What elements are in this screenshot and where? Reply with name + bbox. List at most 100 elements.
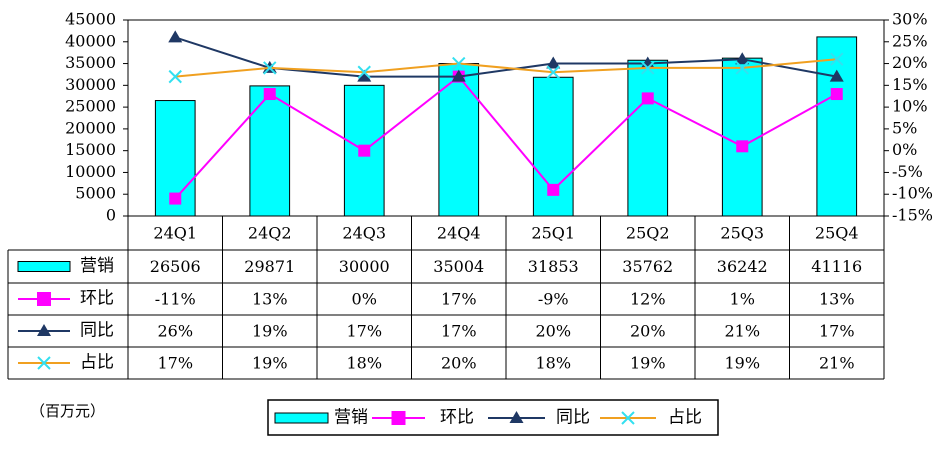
table-cell: 35762 xyxy=(622,257,673,276)
table-cell: 17% xyxy=(819,322,855,341)
x-tick-label: 25Q2 xyxy=(626,224,670,243)
legend-swatch xyxy=(17,261,71,272)
marker xyxy=(168,30,183,43)
y-tick-label: 10000 xyxy=(65,162,116,181)
x-tick-label: 24Q4 xyxy=(437,224,481,243)
y-tick-label: 40000 xyxy=(65,31,116,50)
bar xyxy=(249,85,291,217)
y-tick-label: 5000 xyxy=(75,184,116,203)
marker xyxy=(641,92,654,105)
table-row-label: 占比 xyxy=(80,353,114,373)
table-cell: 35004 xyxy=(433,257,484,276)
table-cell: 31853 xyxy=(528,257,579,276)
legend-label: 占比 xyxy=(668,408,702,428)
table-cell: 13% xyxy=(819,290,855,309)
y-tick-label: 0 xyxy=(106,206,116,225)
y2-tick-label: 15% xyxy=(892,75,928,94)
table-cell: -9% xyxy=(538,290,569,309)
table-cell: 17% xyxy=(346,322,382,341)
table-cell: 20% xyxy=(630,322,666,341)
marker xyxy=(735,52,750,65)
table-cell: 17% xyxy=(441,322,477,341)
unit-label: （百万元） xyxy=(30,402,105,420)
marker xyxy=(452,56,466,71)
table-cell: 19% xyxy=(252,322,288,341)
legend-marker xyxy=(621,411,635,425)
x-tick-label: 24Q2 xyxy=(248,224,292,243)
marker xyxy=(263,61,277,75)
marker xyxy=(735,61,749,75)
table-cell: 17% xyxy=(157,354,193,373)
table-cell: 0% xyxy=(352,290,377,309)
y-tick-label: 35000 xyxy=(65,53,116,72)
line xyxy=(174,75,838,200)
table-cell: 26506 xyxy=(150,257,201,276)
table-cell: 36242 xyxy=(717,257,768,276)
y2-tick-label: 10% xyxy=(892,97,928,116)
y2-tick-label: -15% xyxy=(892,206,933,225)
table-cell: 19% xyxy=(630,354,666,373)
legend-marker xyxy=(37,324,51,336)
y-tick-label: 15000 xyxy=(65,140,116,159)
x-tick-label: 25Q4 xyxy=(815,224,859,243)
legend-swatch xyxy=(274,412,329,424)
marker xyxy=(546,65,560,79)
marker xyxy=(357,65,371,79)
x-tick-label: 25Q1 xyxy=(531,224,575,243)
legend-marker xyxy=(37,292,51,306)
table-cell: 21% xyxy=(819,354,855,373)
marker xyxy=(357,69,372,82)
y2-tick-label: -5% xyxy=(892,162,923,181)
marker xyxy=(168,69,182,84)
marker xyxy=(451,69,466,82)
table-cell: 19% xyxy=(252,354,288,373)
table-cell: 20% xyxy=(535,322,571,341)
bar xyxy=(721,57,763,217)
bar xyxy=(438,63,480,217)
x-tick-label: 24Q1 xyxy=(153,224,197,243)
table-cell: 17% xyxy=(441,290,477,309)
bar xyxy=(816,36,858,217)
table-cell: 21% xyxy=(724,322,760,341)
y-tick-label: 30000 xyxy=(65,75,116,94)
table-cell: 1% xyxy=(730,290,755,309)
y-tick-label: 45000 xyxy=(65,10,116,29)
legend-label: 同比 xyxy=(556,408,590,428)
marker xyxy=(263,88,276,101)
marker xyxy=(169,192,182,205)
y2-tick-label: 20% xyxy=(892,53,928,72)
table-cell: -11% xyxy=(155,290,196,309)
table-cell: 12% xyxy=(630,290,666,309)
marker xyxy=(358,144,371,157)
marker xyxy=(830,52,844,66)
y2-tick-label: 30% xyxy=(892,10,928,29)
marker xyxy=(830,88,843,101)
legend-label: 营销 xyxy=(334,408,368,428)
table-cell: 30000 xyxy=(339,257,390,276)
table-cell: 18% xyxy=(346,354,382,373)
marker xyxy=(547,183,560,196)
legend-marker xyxy=(391,411,406,425)
y2-tick-label: -10% xyxy=(892,184,933,203)
legend-marker xyxy=(509,411,524,423)
y-tick-label: 20000 xyxy=(65,118,116,137)
x-tick-label: 24Q3 xyxy=(342,224,386,243)
y2-tick-label: 25% xyxy=(892,31,928,50)
y2-tick-label: 0% xyxy=(892,140,917,159)
table-cell: 13% xyxy=(252,290,288,309)
table-cell: 26% xyxy=(157,322,193,341)
marker xyxy=(736,140,749,153)
table-cell: 19% xyxy=(724,354,760,373)
marker xyxy=(829,69,844,82)
table-cell: 41116 xyxy=(811,257,862,276)
marker xyxy=(641,61,655,75)
y2-tick-label: 5% xyxy=(892,118,917,137)
legend-label: 环比 xyxy=(440,408,474,428)
y-tick-label: 25000 xyxy=(65,97,116,116)
table-row-label: 环比 xyxy=(80,289,114,309)
legend-marker xyxy=(37,356,51,370)
line xyxy=(175,58,837,78)
marker xyxy=(546,56,561,69)
